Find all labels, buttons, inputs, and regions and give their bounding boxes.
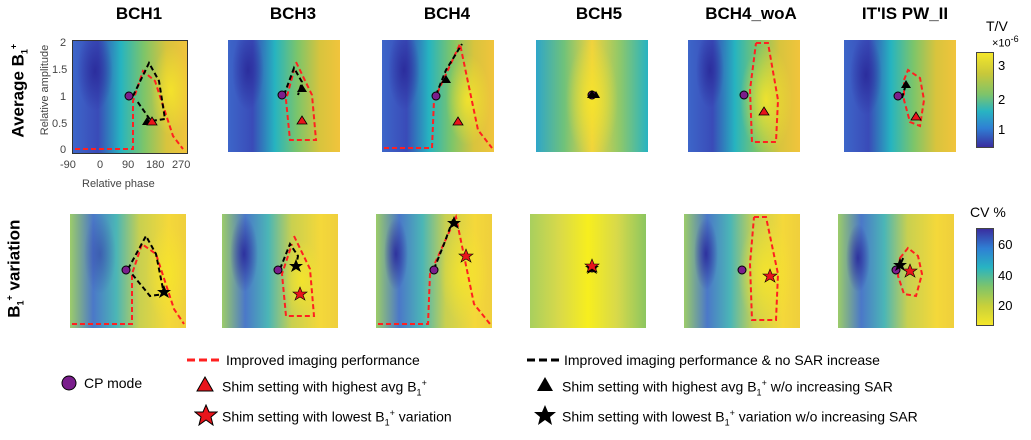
red-dashed-line-icon (187, 358, 219, 362)
row-label-average-b1: Average B1+ (8, 43, 30, 138)
column-title-bch4: BCH4 (423, 4, 471, 23)
colorbar1-title: T/V (986, 18, 1008, 34)
black-triangle-icon (537, 377, 553, 391)
y-tick-1-5: 1.5 (52, 64, 68, 76)
map-bch3-avg (228, 40, 340, 152)
map-bch4woa-cv (684, 214, 800, 328)
colorbar1-exponent: ×10-6 (992, 34, 1019, 50)
legend-red-star: Shim setting with lowest B1+ variation (222, 408, 452, 428)
map-bch1-avg (72, 40, 188, 154)
column-title-itis-pw-ii: IT'IS PW_II (861, 4, 949, 23)
y-tick-0-5: 0.5 (52, 118, 68, 130)
y-tick-0: 0 (60, 144, 67, 156)
colorbar1-tick-1: 1 (998, 122, 1006, 137)
map-bch1-cv (70, 214, 186, 328)
legend-black-star: Shim setting with lowest B1+ variation w… (562, 408, 918, 428)
column-title-bch4-woa: BCH4_woA (705, 4, 797, 23)
map-bch4-cv (376, 214, 492, 328)
red-star-icon (194, 404, 218, 426)
y-tick-2: 2 (60, 37, 67, 49)
x-tick-90: 90 (122, 159, 135, 171)
black-dashed-line-icon (527, 358, 559, 362)
colorbar2-tick-40: 40 (998, 268, 1013, 283)
legend-black-triangle: Shim setting with highest avg B1+ w/o in… (562, 378, 893, 398)
map-bch5-cv (530, 214, 646, 328)
map-itis-cv (838, 214, 954, 328)
black-star-icon (534, 405, 556, 425)
column-title-bch3: BCH3 (269, 4, 317, 23)
colorbar2-title: CV % (970, 204, 1006, 220)
colorbar1-tick-3: 3 (998, 58, 1006, 73)
colorbar2-tick-60: 60 (998, 237, 1013, 252)
colorbar1-tick-2: 2 (998, 92, 1006, 107)
map-bch4-avg (382, 40, 494, 152)
column-title-bch1: BCH1 (115, 4, 163, 23)
map-bch4woa-avg (688, 40, 800, 152)
x-tick-0: 0 (97, 159, 104, 171)
row-label-b1-variation: B1+ variation (4, 219, 26, 318)
x-tick-180: 180 (146, 159, 165, 171)
map-bch3-cv (222, 214, 338, 328)
y-axis-label: Relative amplitude (39, 44, 51, 136)
x-axis-label: Relative phase (82, 178, 155, 190)
y-tick-1: 1 (60, 91, 67, 103)
colorbar2 (976, 228, 994, 326)
cp-mode-icon (61, 375, 77, 391)
red-triangle-icon (196, 376, 214, 392)
legend-cp-mode: CP mode (84, 375, 143, 391)
map-bch5-avg (536, 40, 648, 152)
column-title-bch5: BCH5 (575, 4, 623, 23)
colorbar2-tick-20: 20 (998, 298, 1013, 313)
x-tick-270: 270 (172, 159, 191, 171)
x-tick-m90: -90 (60, 159, 76, 171)
legend-red-triangle: Shim setting with highest avg B1+ (222, 378, 427, 398)
legend-black-dashed: Improved imaging performance & no SAR in… (564, 352, 880, 368)
legend-red-dashed: Improved imaging performance (226, 352, 420, 368)
colorbar1 (976, 52, 994, 148)
map-itis-avg (844, 40, 956, 152)
